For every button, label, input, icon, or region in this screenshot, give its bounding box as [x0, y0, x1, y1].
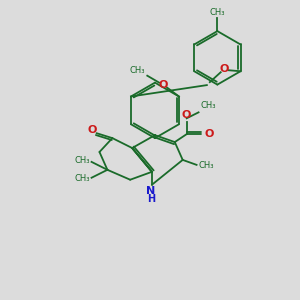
Text: CH₃: CH₃ — [210, 8, 225, 17]
Text: CH₃: CH₃ — [74, 174, 90, 183]
Text: O: O — [205, 129, 214, 139]
Text: O: O — [220, 64, 230, 74]
Text: O: O — [88, 125, 97, 135]
Text: O: O — [158, 80, 168, 90]
Text: CH₃: CH₃ — [74, 156, 90, 165]
Text: H: H — [147, 194, 155, 204]
Text: N: N — [146, 186, 156, 196]
Text: CH₃: CH₃ — [200, 101, 216, 110]
Text: CH₃: CH₃ — [130, 66, 145, 75]
Text: CH₃: CH₃ — [199, 161, 214, 170]
Text: O: O — [182, 110, 191, 120]
